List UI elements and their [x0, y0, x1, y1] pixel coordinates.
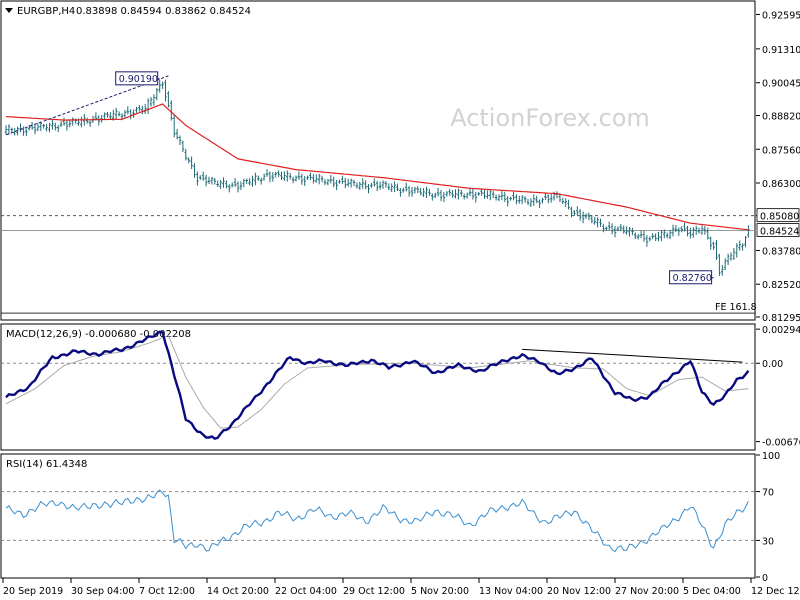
time-tick-label: 30 Sep 04:00	[71, 586, 134, 597]
price-axis: 0.92595 0.91310 0.90045 0.88820 0.87560 0.863…	[756, 10, 800, 324]
rsi-tick-label: 70	[762, 488, 774, 499]
time-tick-label: 29 Oct 12:00	[343, 586, 405, 597]
price-tick-label: 0.91310	[762, 45, 800, 56]
price-tick-label: 0.87560	[762, 145, 800, 156]
macd-tick-label: 0.00	[762, 359, 783, 370]
rsi-axis: 100 70 30 0	[756, 451, 780, 584]
time-tick-label: 22 Oct 04:00	[275, 586, 337, 597]
rsi-line	[5, 489, 749, 553]
price-annotation-label: 0.82760	[673, 273, 712, 284]
time-tick-label: 20 Nov 12:00	[547, 586, 611, 597]
price-tick-label: 0.90045	[762, 79, 800, 90]
price-tick-label: 0.82520	[762, 280, 800, 291]
macd-trendline	[522, 348, 743, 363]
moving-average-line	[5, 103, 749, 231]
rsi-tick-label: 100	[762, 451, 780, 462]
time-tick-label: 20 Sep 2019	[3, 586, 63, 597]
macd-title: MACD(12,26,9) -0.000680 -0.002208	[6, 329, 191, 340]
time-tick-label: 12 Dec 12:00	[751, 586, 800, 597]
price-tick-label: 0.88820	[762, 112, 800, 123]
level-label-box	[756, 223, 800, 237]
price-annotation-label: 0.90190	[119, 74, 158, 85]
rsi-tick-label: 0	[762, 573, 768, 584]
price-annotations: 0.90190 0.82760	[115, 71, 714, 285]
level-label-box	[756, 208, 800, 223]
macd-tick-label: 0.002942	[762, 325, 800, 336]
macd-tick-label: -0.006761	[762, 438, 800, 449]
chart-symbol: EURGBP,H4	[17, 6, 75, 17]
price-tick-label: 0.92595	[762, 10, 800, 21]
price-tick-label: 0.86300	[762, 179, 800, 190]
rsi-panel-frame	[0, 453, 756, 579]
collapse-triangle-icon[interactable]	[5, 8, 13, 13]
level-label: 0.85080	[760, 212, 799, 223]
price-levels: FE 161.8	[1, 215, 757, 314]
time-tick-label: 7 Oct 12:00	[139, 586, 195, 597]
rsi-tick-label: 30	[762, 536, 774, 547]
time-tick-label: 27 Nov 20:00	[615, 586, 679, 597]
fe-level-label: FE 161.8	[715, 302, 757, 313]
time-tick-label: 5 Nov 20:00	[411, 586, 469, 597]
level-label: 0.84524	[760, 227, 799, 238]
price-tick-label: 0.83780	[762, 246, 800, 257]
price-tick-label: 0.81295	[762, 313, 800, 324]
price-trendline	[5, 75, 169, 136]
macd-axis: 0.002942 0.00 -0.006761	[756, 325, 800, 449]
time-tick-label: 5 Dec 04:00	[683, 586, 741, 597]
macd-panel-frame	[0, 323, 756, 451]
rsi-title: RSI(14) 61.4348	[6, 459, 87, 470]
time-tick-label: 14 Oct 20:00	[207, 586, 269, 597]
price-panel-frame	[0, 0, 756, 321]
macd-main-line	[5, 330, 750, 441]
time-tick-label: 13 Nov 04:00	[479, 586, 543, 597]
chart-ohlc: 0.83898 0.84594 0.83862 0.84524	[76, 6, 251, 17]
time-axis: 20 Sep 2019 30 Sep 04:00 7 Oct 12:00 14 Oct…	[2, 578, 800, 597]
watermark: ActionForex.com	[450, 104, 650, 132]
